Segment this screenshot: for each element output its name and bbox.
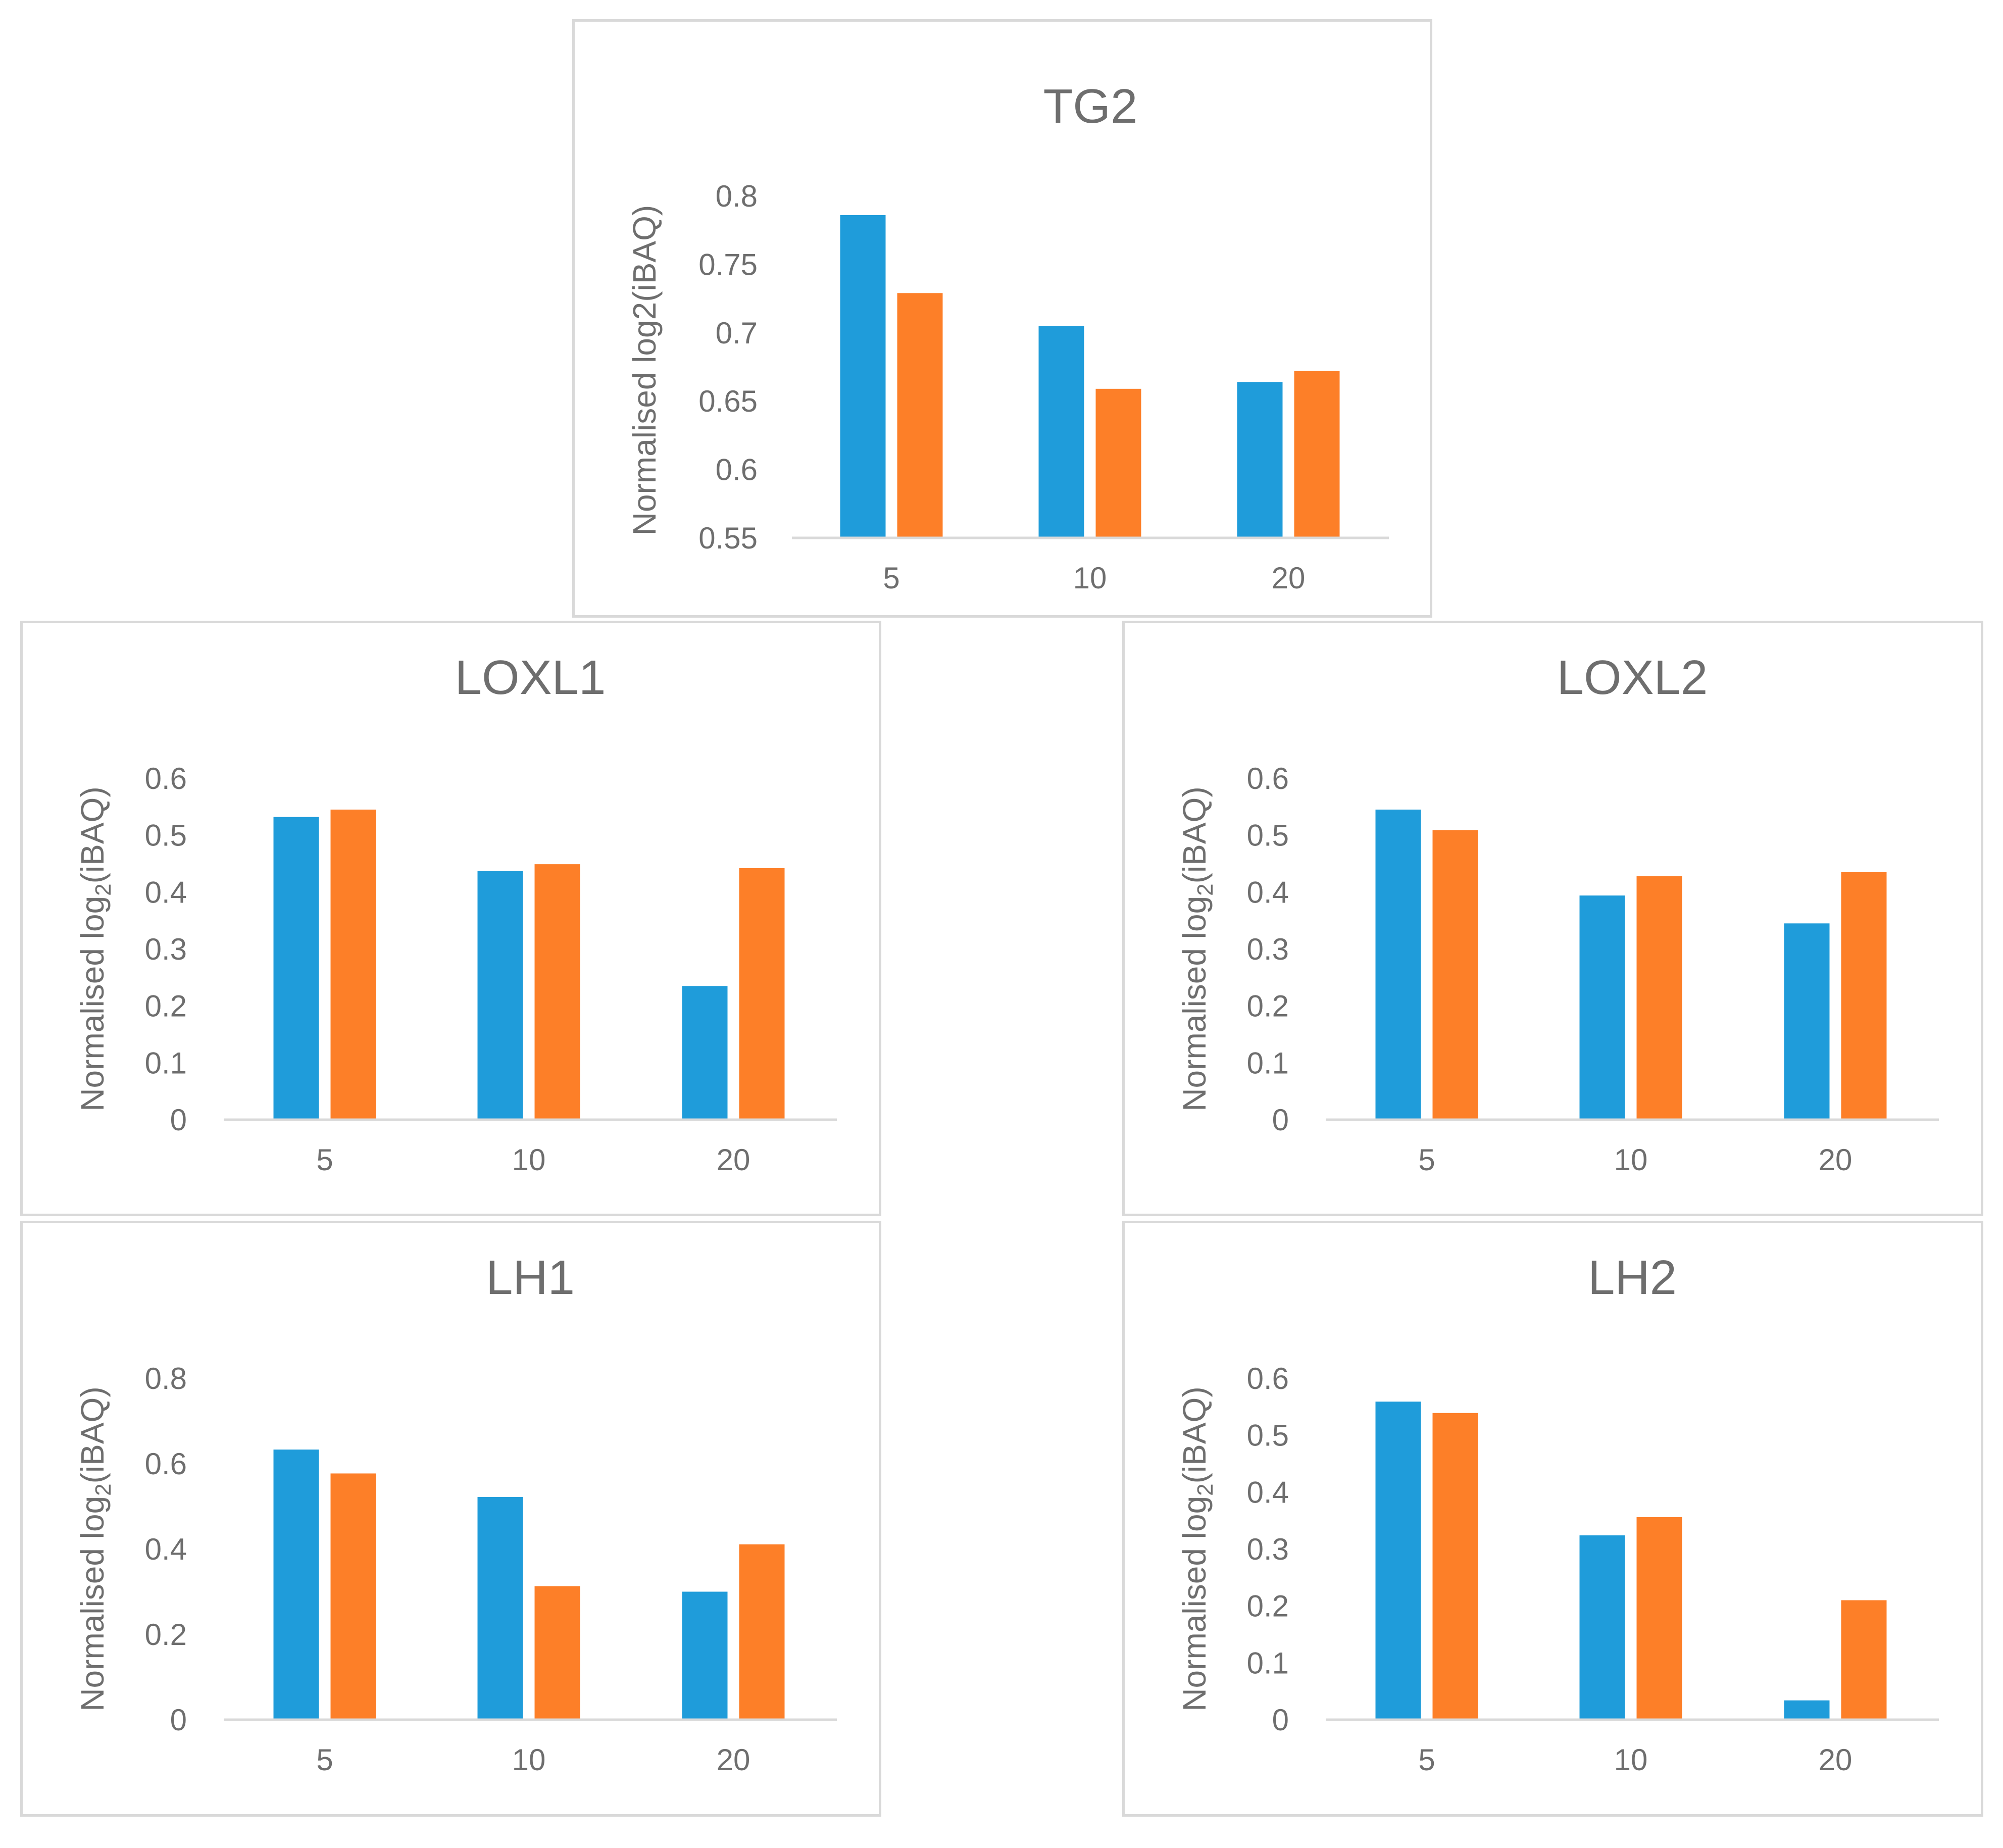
y-tick-label: 0.4 [145, 875, 187, 909]
bar-series1-10 [1579, 895, 1625, 1120]
bar-series2-20 [1841, 1600, 1887, 1720]
chart-title: LOXL2 [1557, 651, 1708, 705]
bar-series2-5 [1432, 830, 1478, 1120]
bar-series2-5 [1432, 1413, 1478, 1720]
y-axis-label: Normalised log2(iBAQ) [74, 786, 116, 1111]
bar-series1-10 [477, 871, 523, 1120]
bar-series1-5 [840, 215, 886, 538]
y-tick-label: 0.6 [716, 453, 758, 487]
y-tick-label: 0.8 [716, 179, 758, 213]
chart-svg-loxl2: LOXL2 Normalised log2(iBAQ) 0 0.1 0.2 0.3 0.4 0… [1176, 651, 1939, 1177]
bar-series1-20 [1784, 923, 1830, 1120]
x-tick-label: 5 [883, 561, 899, 595]
y-tick-label: 0.7 [716, 316, 758, 350]
bar-series2-10 [1636, 1517, 1682, 1720]
x-tick-label: 20 [1819, 1143, 1852, 1177]
bar-series1-5 [1375, 1402, 1421, 1720]
chart-svg-loxl1: LOXL1 Normalised log2(iBAQ) 0 0.1 0.2 0.3 0.4 0… [74, 651, 837, 1177]
bar-series1-10 [1579, 1535, 1625, 1720]
y-tick-label: 0.4 [145, 1532, 187, 1566]
y-tick-label: 0.3 [1247, 932, 1289, 966]
y-tick-label: 0.8 [145, 1362, 187, 1395]
y-tick-label: 0 [1272, 1103, 1289, 1137]
chart-panel-tg2: TG2 Normalised log2(iBAQ) 0.55 0.6 0.65 0.7 0.… [572, 19, 1432, 618]
chart-panel-lh1: LH1 Normalised log2(iBAQ) 0 0.2 0.4 0.6 0.8 5 10… [20, 1221, 881, 1817]
x-tick-label: 20 [717, 1143, 750, 1177]
x-tick-label: 5 [316, 1143, 333, 1177]
y-tick-label: 0.1 [145, 1046, 187, 1080]
chart-panel-loxl1: LOXL1 Normalised log2(iBAQ) 0 0.1 0.2 0.3 0.4 0… [20, 621, 881, 1216]
bar-series2-20 [1841, 872, 1887, 1120]
y-tick-label: 0.1 [1247, 1646, 1289, 1680]
bar-series2-20 [739, 1544, 785, 1720]
x-tick-label: 10 [512, 1743, 546, 1777]
bar-series2-5 [330, 1473, 376, 1720]
y-tick-label: 0.6 [1247, 762, 1289, 795]
bar-series1-10 [1038, 326, 1084, 538]
y-axis-label: Normalised log2(iBAQ) [1176, 786, 1218, 1111]
y-tick-label: 0.6 [145, 762, 187, 795]
y-tick-label: 0.1 [1247, 1046, 1289, 1080]
x-tick-label: 20 [1819, 1743, 1852, 1777]
y-tick-label: 0.3 [145, 932, 187, 966]
x-tick-label: 10 [512, 1143, 546, 1177]
y-tick-label: 0.5 [1247, 819, 1289, 853]
chart-panel-lh2: LH2 Normalised log2(iBAQ) 0 0.1 0.2 0.3 0.4 0.5… [1122, 1221, 1983, 1817]
y-tick-label: 0.2 [1247, 1589, 1289, 1623]
y-axis-label: Normalised log2(iBAQ) [74, 1386, 116, 1711]
y-tick-label: 0.75 [698, 247, 758, 281]
x-tick-label: 20 [717, 1743, 750, 1777]
bar-series2-20 [739, 868, 785, 1120]
chart-svg-tg2: TG2 Normalised log2(iBAQ) 0.55 0.6 0.65 0.7 0.… [626, 79, 1389, 595]
bar-series1-20 [1237, 382, 1283, 538]
y-tick-label: 0.5 [145, 819, 187, 853]
bar-series1-20 [682, 986, 728, 1120]
x-tick-label: 5 [316, 1743, 333, 1777]
chart-panel-loxl2: LOXL2 Normalised log2(iBAQ) 0 0.1 0.2 0.3 0.4 0… [1122, 621, 1983, 1216]
chart-title: LH1 [486, 1251, 575, 1305]
y-tick-label: 0.6 [145, 1447, 187, 1481]
bar-series1-20 [1784, 1700, 1830, 1720]
bar-series1-5 [273, 1450, 319, 1720]
y-tick-label: 0.3 [1247, 1532, 1289, 1566]
chart-svg-lh2: LH2 Normalised log2(iBAQ) 0 0.1 0.2 0.3 0.4 0.5… [1176, 1251, 1939, 1777]
bar-series1-5 [1375, 809, 1421, 1120]
y-tick-label: 0.5 [1247, 1419, 1289, 1453]
bar-series2-5 [330, 809, 376, 1120]
y-tick-label: 0.6 [1247, 1362, 1289, 1395]
y-tick-label: 0.2 [1247, 989, 1289, 1023]
x-tick-label: 20 [1272, 561, 1306, 595]
y-tick-label: 0.55 [698, 521, 758, 555]
bar-series2-10 [1636, 876, 1682, 1120]
y-tick-label: 0.2 [145, 1618, 187, 1652]
y-tick-label: 0.4 [1247, 875, 1289, 909]
x-tick-label: 10 [1614, 1143, 1648, 1177]
bar-series2-10 [534, 864, 580, 1120]
chart-title: TG2 [1043, 79, 1138, 133]
bar-series2-10 [534, 1586, 580, 1720]
y-tick-label: 0.2 [145, 989, 187, 1023]
y-tick-label: 0 [1272, 1703, 1289, 1737]
y-axis-label: Normalised log2(iBAQ) [1176, 1386, 1218, 1711]
y-tick-label: 0 [170, 1703, 187, 1737]
x-tick-label: 5 [1418, 1743, 1435, 1777]
bar-series1-5 [273, 817, 319, 1120]
x-tick-label: 5 [1418, 1143, 1435, 1177]
chart-title: LOXL1 [455, 651, 606, 705]
y-tick-label: 0.4 [1247, 1475, 1289, 1509]
y-tick-label: 0.65 [698, 384, 758, 418]
chart-svg-lh1: LH1 Normalised log2(iBAQ) 0 0.2 0.4 0.6 0.8 5 10… [74, 1251, 837, 1777]
x-tick-label: 10 [1073, 561, 1107, 595]
y-axis-label: Normalised log2(iBAQ) [626, 205, 663, 535]
bar-series2-20 [1294, 371, 1340, 538]
x-tick-label: 10 [1614, 1743, 1648, 1777]
bar-series2-5 [897, 293, 943, 538]
chart-title: LH2 [1588, 1251, 1677, 1305]
bar-series2-10 [1095, 388, 1141, 538]
y-tick-label: 0 [170, 1103, 187, 1137]
bar-series1-20 [682, 1591, 728, 1720]
bar-series1-10 [477, 1496, 523, 1720]
